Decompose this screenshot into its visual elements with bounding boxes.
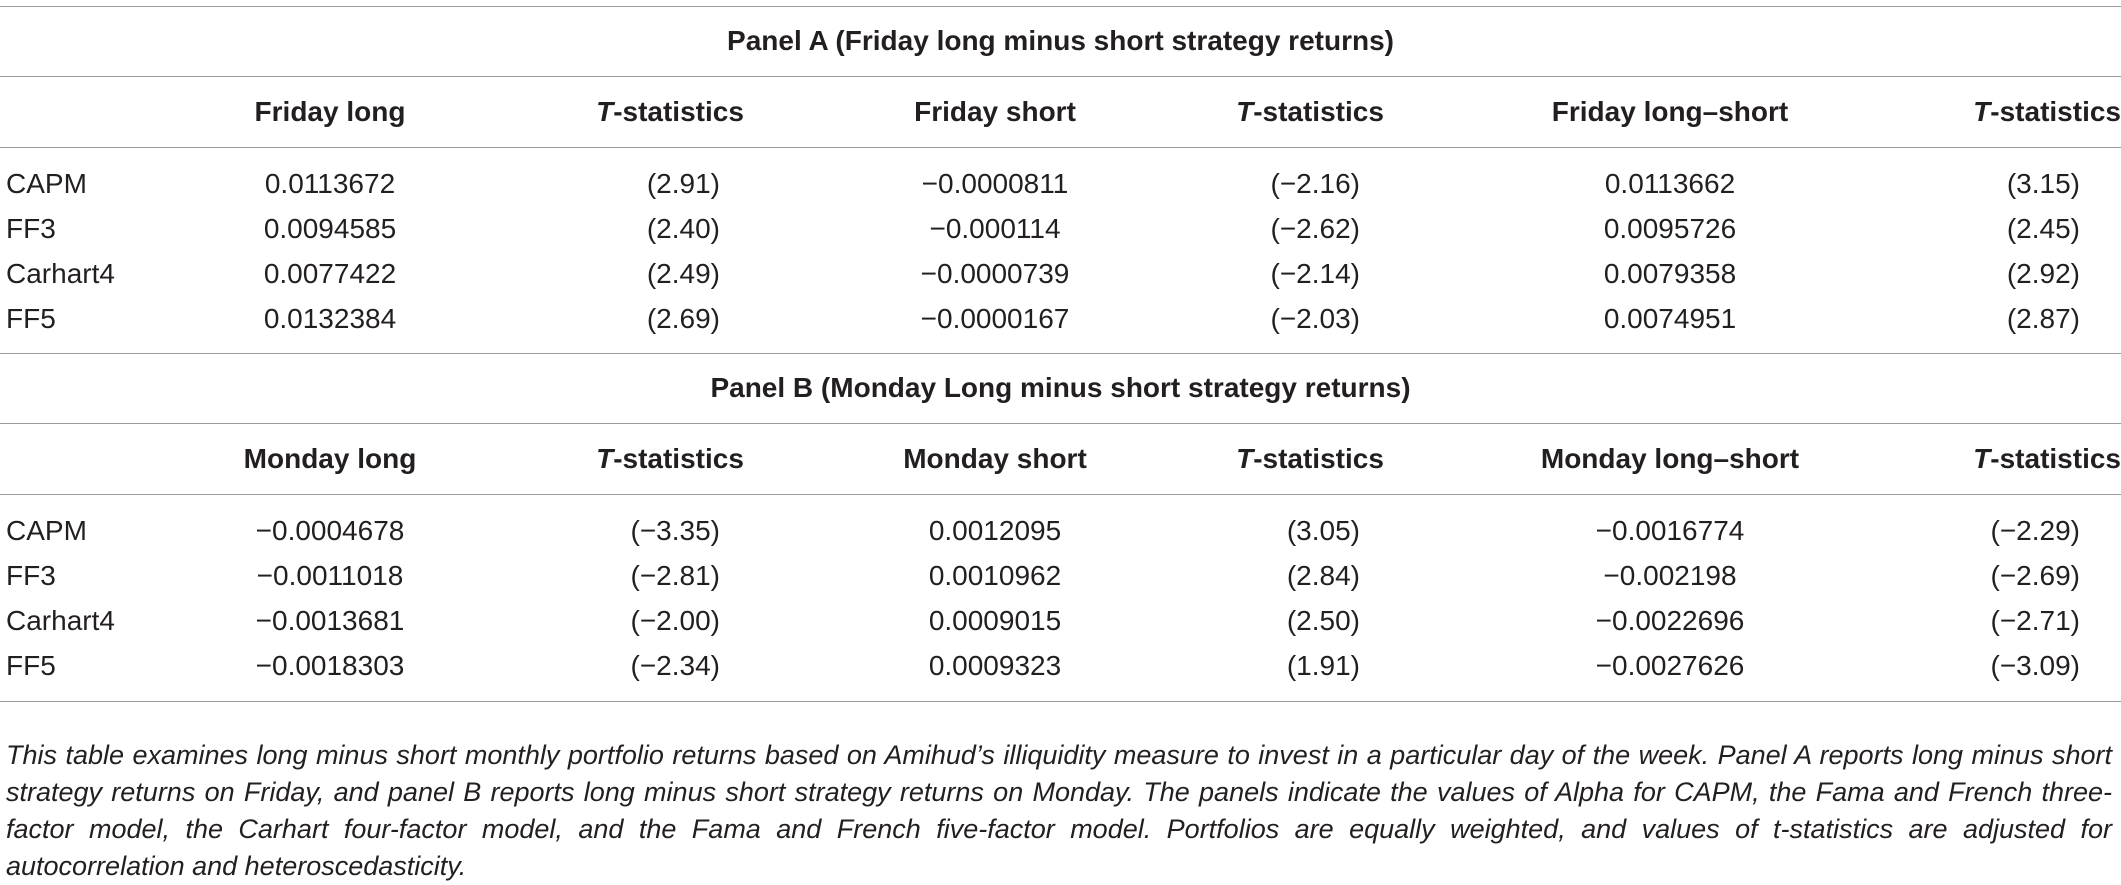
column-header: Monday long (243, 443, 417, 474)
panel-b-title-rule (0, 423, 2121, 424)
top-rule (0, 6, 2121, 7)
row-label: CAPM (6, 168, 87, 199)
table-cell: (2.45) (2006, 213, 2080, 244)
column-header: T-statistics (1236, 443, 1384, 474)
table-cell: −0.0018303 (255, 650, 405, 681)
column-header: T-statistics (1236, 96, 1384, 127)
table-cell: (−2.81) (630, 560, 721, 591)
table-cell: (1.91) (1286, 650, 1360, 681)
table-footnote: This table examines long minus short mon… (6, 740, 2112, 881)
table-cell: 0.0113672 (264, 168, 396, 199)
row-label: FF3 (6, 213, 56, 244)
table-cell: 0.0113662 (1604, 168, 1736, 199)
table-cell: (3.05) (1286, 515, 1360, 546)
table-cell: 0.0009323 (928, 650, 1062, 681)
panel-a-title-rule (0, 76, 2121, 77)
bottom-rule (0, 701, 2121, 702)
column-header: T-statistics (1973, 443, 2121, 474)
table-cell: 0.0010962 (928, 560, 1062, 591)
table-cell: (−2.03) (1270, 303, 1361, 334)
table-cell: −0.0011018 (256, 560, 404, 591)
row-label: FF5 (6, 303, 56, 334)
panel-b-top-rule (0, 353, 2121, 354)
column-header: Friday long (254, 96, 406, 127)
table-cell: 0.0074951 (1603, 303, 1737, 334)
row-label: CAPM (6, 515, 87, 546)
column-header: T-statistics (596, 96, 744, 127)
column-header: Friday short (914, 96, 1076, 127)
panel-b-header-rule (0, 494, 2121, 495)
table-cell: (−2.00) (630, 605, 721, 636)
table-cell: (−2.29) (1990, 515, 2081, 546)
table-cell: 0.0012095 (928, 515, 1062, 546)
table-cell: −0.0000739 (920, 258, 1070, 289)
table-cell: (2.49) (646, 258, 720, 289)
table-cell: (−3.09) (1990, 650, 2081, 681)
table-cell: (−2.69) (1990, 560, 2081, 591)
table-cell: −0.002198 (1603, 560, 1737, 591)
panel-a-header-rule (0, 147, 2121, 148)
column-header: T-statistics (1973, 96, 2121, 127)
row-label: FF3 (6, 560, 56, 591)
table-cell: (2.84) (1286, 560, 1360, 591)
table-cell: −0.0000811 (921, 168, 1069, 199)
column-header: Monday short (903, 443, 1087, 474)
table-cell: −0.0022696 (1595, 605, 1745, 636)
table-cell: (−3.35) (630, 515, 721, 546)
table-cell: −0.0016774 (1595, 515, 1745, 546)
column-header: Monday long–short (1540, 443, 1800, 474)
table-cell: (3.15) (2006, 168, 2080, 199)
table-cell: (−2.14) (1270, 258, 1361, 289)
table-cell: (−2.34) (630, 650, 721, 681)
column-header: Friday long–short (1551, 96, 1789, 127)
table-cell: −0.0013681 (255, 605, 405, 636)
table-cell: 0.0009015 (928, 605, 1062, 636)
row-label: FF5 (6, 650, 56, 681)
table-cell: (2.87) (2006, 303, 2080, 334)
panel-a-title: Panel A (Friday long minus short strateg… (727, 25, 1394, 56)
table-cell: 0.0132384 (263, 303, 397, 334)
table-cell: (2.40) (646, 213, 720, 244)
table-cell: −0.0027626 (1595, 650, 1745, 681)
row-label: Carhart4 (6, 605, 115, 636)
table-cell: 0.0094585 (263, 213, 397, 244)
table-cell: (2.50) (1286, 605, 1360, 636)
table-cell: 0.0095726 (1603, 213, 1737, 244)
table-cell: 0.0077422 (263, 258, 397, 289)
table-cell: −0.0000167 (920, 303, 1070, 334)
table-cell: (−2.16) (1270, 168, 1361, 199)
panel-b-title: Panel B (Monday Long minus short strateg… (710, 372, 1411, 403)
table-cell: (−2.71) (1990, 605, 2081, 636)
table-cell: (−2.62) (1270, 213, 1361, 244)
table-cell: −0.000114 (929, 213, 1061, 244)
table-cell: (2.92) (2006, 258, 2080, 289)
table-cell: 0.0079358 (1603, 258, 1737, 289)
table-cell: (2.69) (646, 303, 720, 334)
column-header: T-statistics (596, 443, 744, 474)
table-cell: −0.0004678 (255, 515, 405, 546)
row-label: Carhart4 (6, 258, 115, 289)
table-cell: (2.91) (646, 168, 720, 199)
